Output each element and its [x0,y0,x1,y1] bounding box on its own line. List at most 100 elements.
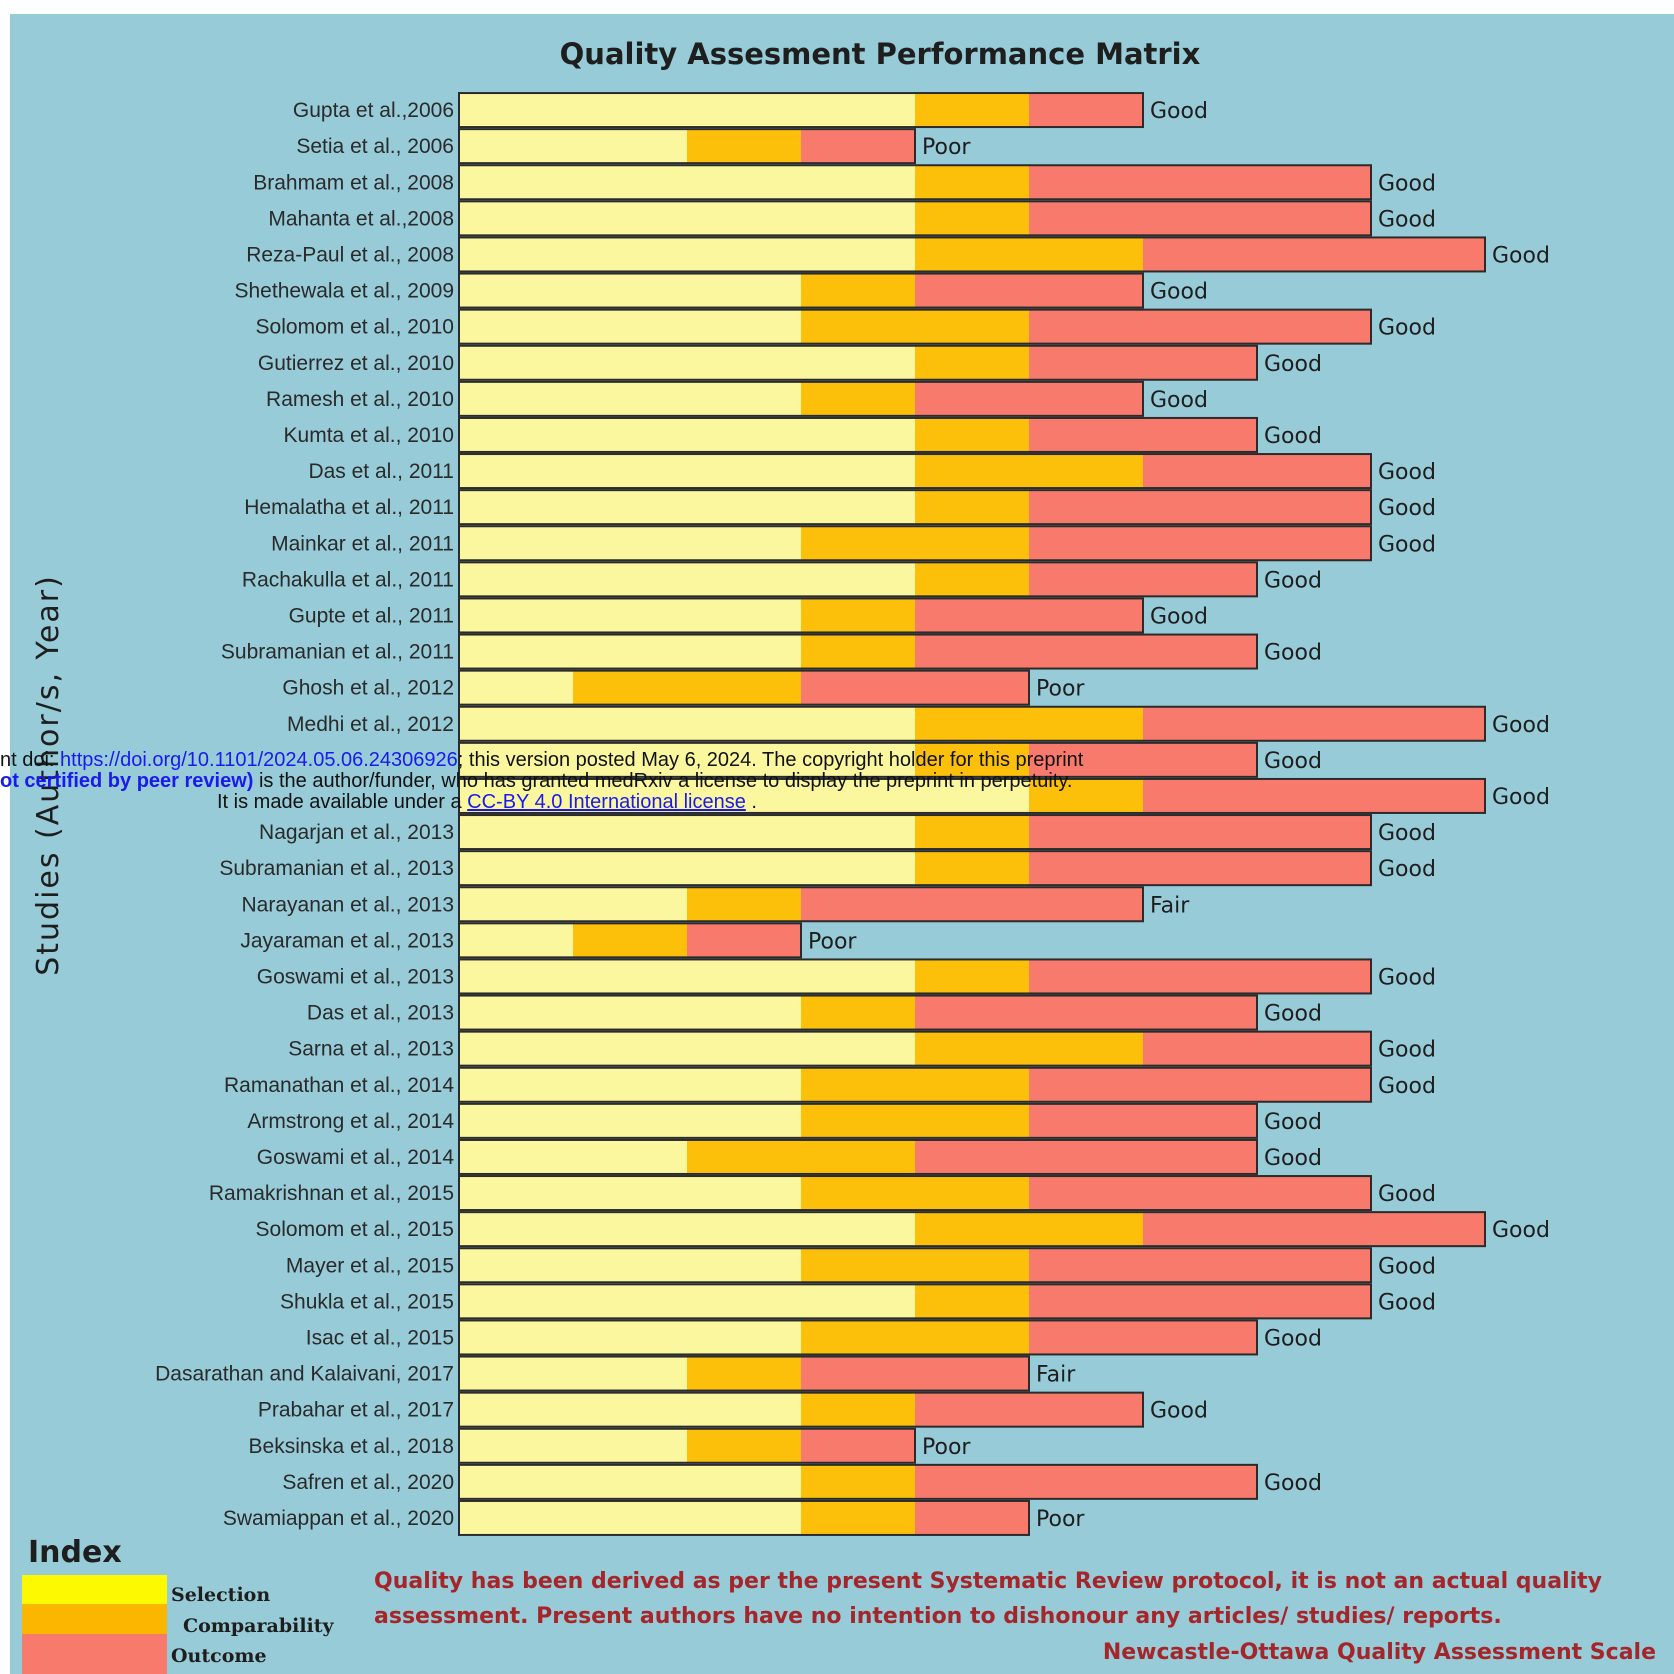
bar-outcome [1029,345,1257,380]
bar-outcome [1143,778,1485,813]
bar-outcome [801,129,915,164]
bar-outcome [915,273,1143,308]
bar-comparability [801,1500,915,1535]
rating-label: Good [1492,243,1550,268]
bar-comparability [801,1067,1029,1102]
bar-comparability [915,815,1029,850]
bar-comparability [915,165,1029,200]
bar-outcome [1029,165,1371,200]
rating-label: Good [1492,785,1550,810]
bar-comparability [915,851,1029,886]
bar-comparability [801,1176,1029,1211]
rating-label: Good [1492,713,1550,738]
bar-outcome [1029,1320,1257,1355]
watermark-suffix: ; this version posted May 6, 2024. The c… [457,749,1084,771]
watermark-license-text: is the author/funder, who has granted me… [253,770,1073,792]
bar-outcome [1029,1248,1371,1283]
study-label: Dasarathan and Kalaivani, 2017 [155,1363,454,1386]
bar-outcome [915,1464,1257,1499]
legend-swatch-outcome [22,1634,167,1674]
bar-outcome [1029,851,1371,886]
rating-label: Good [1378,965,1436,990]
bar-selection [459,1103,801,1138]
study-label: Das et al., 2013 [307,1002,454,1025]
study-label: Gupte et al., 2011 [289,604,454,627]
bar-comparability [915,1212,1143,1247]
bar-comparability [801,1392,915,1427]
bar-comparability [573,923,687,958]
bar-selection [459,706,915,741]
legend-swatch-selection [22,1575,167,1605]
license-link[interactable]: CC-BY 4.0 International license [467,791,746,813]
bar-outcome [915,1139,1257,1174]
bar-comparability [915,706,1143,741]
study-label: Brahmam et al., 2008 [253,171,454,194]
watermark-line-2: ot certified by peer review) is the auth… [0,771,1674,792]
rating-label: Good [1378,1074,1436,1099]
bar-comparability [687,1356,801,1391]
study-label: Solomom et al., 2010 [256,316,454,339]
rating-label: Poor [1036,677,1085,702]
bar-selection [459,490,915,525]
rating-label: Poor [808,929,857,954]
bar-outcome [1029,1067,1371,1102]
bar-outcome [1143,1212,1485,1247]
bar-selection [459,1428,687,1463]
bar-outcome [1143,706,1485,741]
study-label: Subramanian et al., 2013 [219,857,454,880]
rating-label: Good [1264,641,1322,666]
study-label: Ramesh et al., 2010 [266,388,454,411]
bar-selection [459,417,915,452]
rating-label: Good [1264,1110,1322,1135]
study-label: Armstrong et al., 2014 [247,1110,454,1133]
bar-selection [459,1500,801,1535]
chart-title: Quality Assesment Performance Matrix [560,37,1201,71]
legend-label-comparability: Comparability [183,1615,335,1637]
bar-comparability [687,1428,801,1463]
rating-label: Good [1264,1002,1322,1027]
rating-label: Poor [1036,1507,1085,1532]
study-label: Goswami et al., 2014 [257,1146,455,1169]
study-label: Setia et al., 2006 [296,135,454,158]
license-prefix: It is made available under a [217,791,468,813]
rating-label: Good [1264,568,1322,593]
study-label: Mahanta et al.,2008 [268,207,454,230]
bar-comparability [801,598,915,633]
rating-label: Good [1378,1038,1436,1063]
bar-selection [459,1212,915,1247]
study-label: Shukla et al., 2015 [280,1290,454,1313]
rating-label: Good [1378,496,1436,521]
bar-selection [459,815,915,850]
study-label: Goswami et al., 2013 [257,965,454,988]
bar-outcome [1029,490,1371,525]
bar-comparability [801,1248,1029,1283]
bar-comparability [915,959,1029,994]
study-label: Reza-Paul et al., 2008 [246,243,454,266]
note-line-1: Quality has been derived as per the pres… [374,1569,1602,1594]
study-label: Sarna et al., 2013 [288,1038,454,1061]
legend-label-selection: Selection [171,1584,270,1606]
rating-label: Fair [1150,893,1190,918]
license-suffix: . [745,791,757,813]
bar-comparability [915,201,1029,236]
bar-selection [459,1176,801,1211]
study-label: Ghosh et al., 2012 [282,677,454,700]
bar-outcome [915,381,1143,416]
rating-label: Good [1378,316,1436,341]
bar-selection [459,201,915,236]
bar-selection [459,923,573,958]
study-label: Swamiappan et al., 2020 [223,1507,454,1530]
bar-selection [459,1320,801,1355]
bar-selection [459,598,801,633]
doi-link[interactable]: https://doi.org/10.1101/2024.05.06.24306… [60,749,458,771]
watermark-line-3: It is made available under a CC-BY 4.0 I… [0,792,1674,813]
bar-outcome [1029,1103,1257,1138]
study-label: Jayaraman et al., 2013 [240,929,454,952]
bar-comparability [915,490,1029,525]
bar-outcome [1029,417,1257,452]
study-label: Subramanian et al., 2011 [221,641,454,664]
bar-selection [459,1248,801,1283]
bar-selection [459,1139,687,1174]
bar-selection [459,670,573,705]
peer-review-note: ot certified by peer review) [0,770,254,792]
